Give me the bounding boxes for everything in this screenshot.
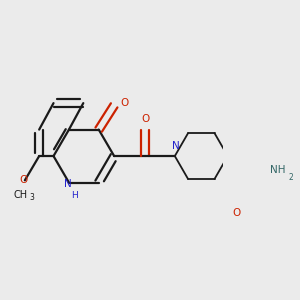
Text: O: O xyxy=(20,175,28,185)
Text: O: O xyxy=(141,114,149,124)
Text: N: N xyxy=(64,178,72,189)
Text: O: O xyxy=(120,98,128,108)
Text: N: N xyxy=(172,141,180,151)
Text: NH: NH xyxy=(270,165,286,176)
Text: O: O xyxy=(232,208,241,218)
Text: H: H xyxy=(71,191,78,200)
Text: CH: CH xyxy=(14,190,28,200)
Text: 2: 2 xyxy=(289,172,294,182)
Text: 3: 3 xyxy=(30,193,34,202)
